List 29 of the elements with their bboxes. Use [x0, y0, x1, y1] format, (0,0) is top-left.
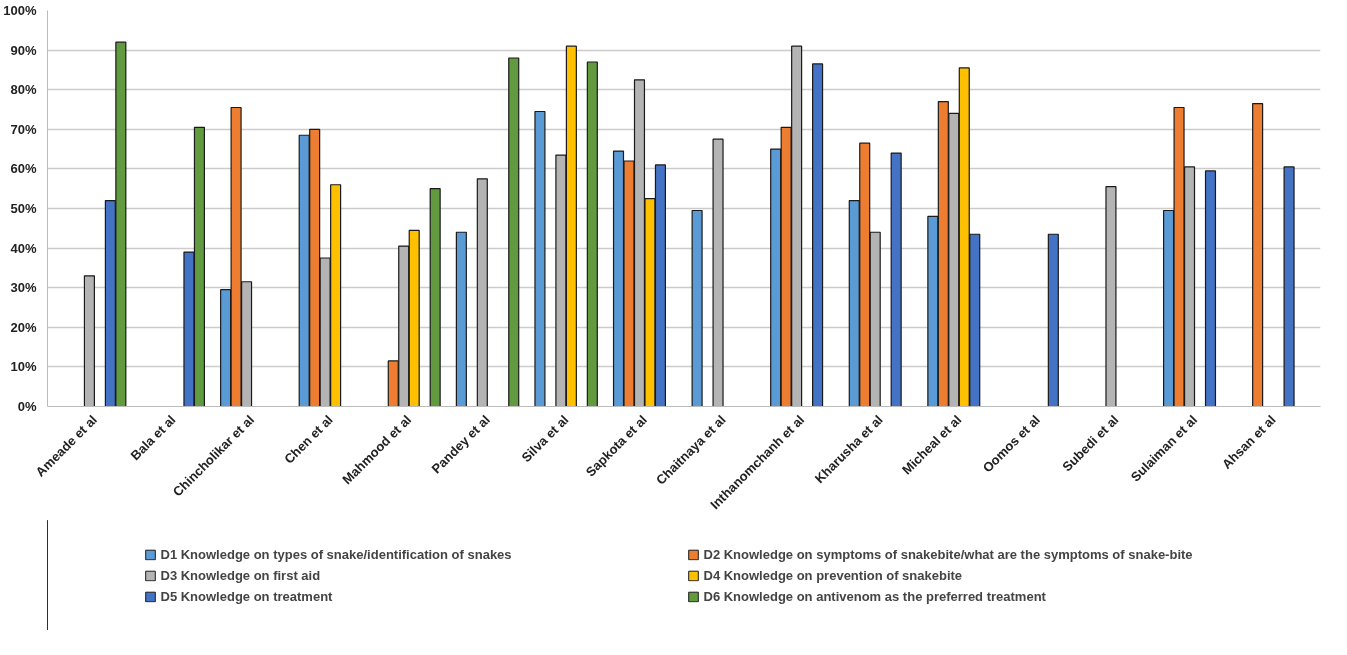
y-tick-label: 10% — [10, 359, 37, 375]
bar — [429, 188, 441, 407]
bar — [890, 152, 902, 407]
bar — [812, 63, 824, 407]
bar — [1252, 102, 1264, 407]
y-tick-label: 70% — [10, 121, 37, 137]
bar — [586, 61, 598, 407]
legend-label: D5 Knowledge on treatment — [160, 588, 334, 604]
y-tick-label: 30% — [10, 280, 37, 296]
bar — [1283, 166, 1295, 407]
bar — [1047, 233, 1059, 407]
y-tick-label: 100% — [3, 3, 37, 18]
legend-label: D1 Knowledge on types of snake/identification of snakes — [160, 546, 513, 562]
y-tick-label: 40% — [10, 240, 37, 256]
y-tick-label: 80% — [10, 82, 37, 98]
legend-label: D3 Knowledge on first aid — [160, 567, 322, 583]
y-tick-label: 60% — [10, 161, 37, 177]
y-tick-label: 90% — [10, 42, 37, 58]
legend-label: D4 Knowledge on prevention of snakebite — [703, 567, 964, 583]
y-tick-label: 50% — [10, 201, 37, 216]
bar — [508, 57, 520, 407]
legend-label: D6 Knowledge on antivenom as the preferred treatment — [703, 588, 1047, 604]
legend-label: D2 Knowledge on symptoms of snakebite/what are the symptoms of snake-bite — [703, 546, 1194, 562]
bar — [455, 231, 467, 407]
bar — [691, 209, 703, 407]
y-tick-label: 20% — [10, 319, 37, 335]
bar — [1204, 170, 1217, 407]
y-tick-label: 0% — [17, 399, 37, 414]
bar — [534, 110, 546, 407]
